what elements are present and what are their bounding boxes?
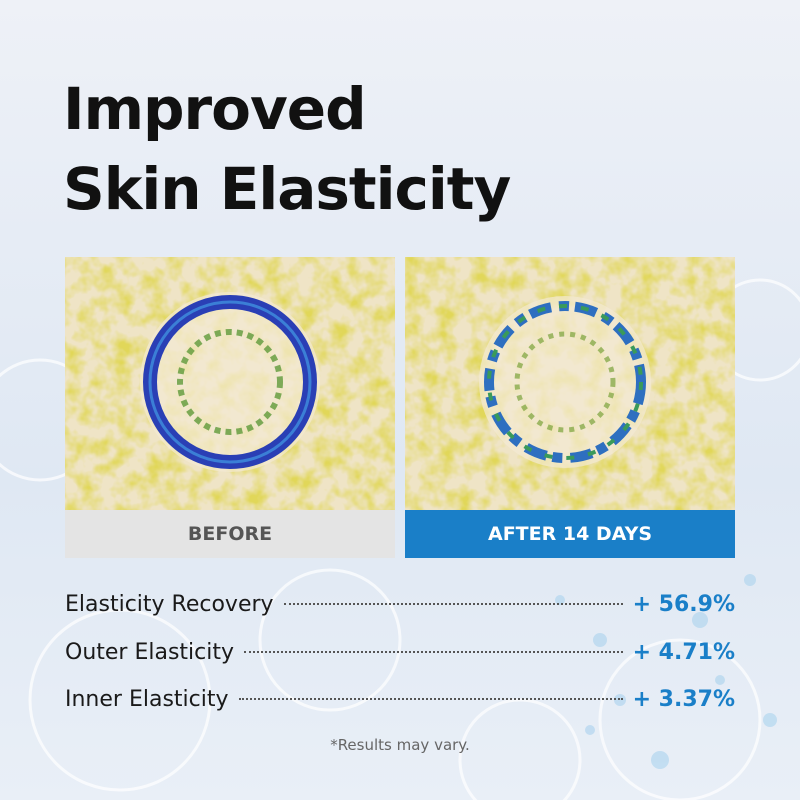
stat-value: + 56.9% bbox=[632, 592, 735, 617]
leader bbox=[238, 698, 623, 700]
after-image bbox=[405, 257, 735, 510]
stat-label: Inner Elasticity bbox=[65, 687, 229, 712]
leader bbox=[244, 651, 623, 653]
after-panel: AFTER 14 DAYS bbox=[405, 257, 735, 558]
before-image bbox=[65, 257, 395, 510]
stat-value: + 3.37% bbox=[632, 687, 735, 712]
title-line: Improved bbox=[63, 75, 367, 143]
panel-label: AFTER 14 DAYS bbox=[405, 510, 735, 558]
leader bbox=[283, 603, 623, 605]
stat-row: Outer Elasticity + 4.71% bbox=[65, 640, 735, 665]
stat-label: Elasticity Recovery bbox=[65, 592, 274, 617]
title-line: Skin Elasticity bbox=[63, 155, 511, 223]
panel-label: BEFORE bbox=[65, 510, 395, 558]
stat-value: + 4.71% bbox=[632, 640, 735, 665]
stat-row: Inner Elasticity + 3.37% bbox=[65, 687, 735, 712]
footnote: *Results may vary. bbox=[330, 736, 470, 754]
before-panel: BEFORE bbox=[65, 257, 395, 558]
stat-label: Outer Elasticity bbox=[65, 640, 235, 665]
stat-row: Elasticity Recovery + 56.9% bbox=[65, 592, 735, 617]
